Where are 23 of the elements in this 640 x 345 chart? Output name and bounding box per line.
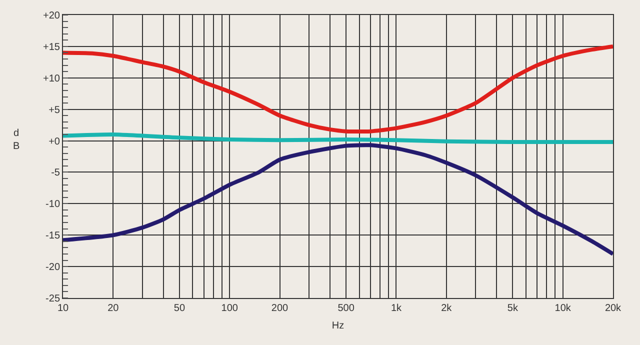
x-tick-label: 1k bbox=[390, 303, 403, 314]
x-axis-title: Hz bbox=[332, 320, 344, 332]
y-tick-label: +15 bbox=[43, 42, 60, 53]
y-tick-label: -15 bbox=[46, 230, 60, 242]
x-tick-label: 100 bbox=[221, 303, 238, 314]
y-tick-label: +20 bbox=[43, 10, 60, 22]
x-tick-label: 50 bbox=[174, 303, 186, 314]
y-axis-title: dB bbox=[13, 128, 20, 152]
y-tick-label: +5 bbox=[48, 104, 60, 116]
x-tick-label: 2k bbox=[441, 303, 453, 314]
x-tick-label: 10 bbox=[57, 303, 69, 314]
y-tick-label: -20 bbox=[46, 262, 60, 274]
x-tick-label: 500 bbox=[338, 303, 355, 314]
y-tick-label: +0 bbox=[48, 136, 60, 148]
x-tick-label: 20k bbox=[604, 303, 622, 314]
y-tick-label: -10 bbox=[46, 199, 60, 210]
y-tick-label: -5 bbox=[51, 168, 60, 179]
x-tick-label: 10k bbox=[554, 303, 572, 314]
x-tick-label: 5k bbox=[507, 303, 519, 314]
y-tick-label: -25 bbox=[46, 294, 60, 304]
y-tick-label: +10 bbox=[43, 73, 60, 84]
x-tick-label: 200 bbox=[271, 303, 289, 314]
x-tick-label: 20 bbox=[108, 303, 120, 314]
